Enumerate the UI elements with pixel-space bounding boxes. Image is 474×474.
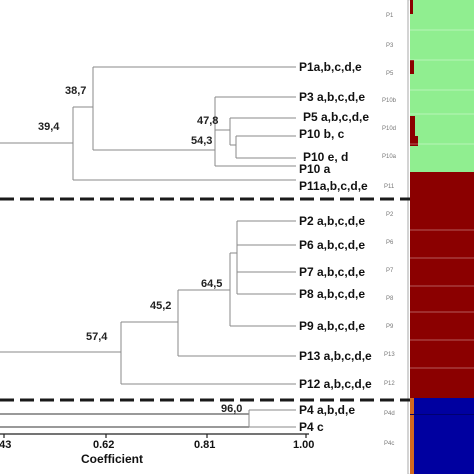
structure-bar: P1 P3 P5 P10b P10d P10a P11 P2 P6 P7 P8 … [382, 0, 474, 474]
pop-label: P10d [382, 126, 396, 132]
leaf-label: P10 b, c [299, 127, 345, 141]
pop-label: P6 [386, 240, 394, 246]
node-value: 96,0 [221, 403, 242, 415]
leaf-label: P3 a,b,c,d,e [299, 90, 365, 104]
pop-label: P3 [386, 43, 394, 49]
leaf-label: P12 a,b,c,d,e [299, 377, 372, 391]
admixture-sliver [410, 136, 418, 146]
pop-label: P11 [384, 184, 395, 190]
pop-label: P8 [386, 296, 394, 302]
admixture-sliver [410, 398, 414, 474]
axis-tick-label: 0.81 [194, 439, 215, 451]
pop-label: P4c [384, 441, 394, 447]
pop-label: P2 [386, 212, 394, 218]
axis-tick-label: 1.00 [293, 439, 314, 451]
leaf-label: P11a,b,c,d,e [299, 179, 368, 193]
pop-label: P12 [384, 381, 395, 387]
node-value: 38,7 [65, 85, 86, 97]
pop-label: P5 [386, 71, 394, 77]
bootstrap-values: 38,7 39,4 47,8 54,3 64,5 45,2 57,4 96,0 [38, 85, 242, 415]
node-value: 57,4 [86, 331, 108, 343]
structure-red-block [410, 172, 474, 398]
admixture-sliver [410, 414, 474, 415]
pop-label: P1 [386, 13, 394, 19]
pop-label: P10b [382, 98, 397, 104]
node-value: 39,4 [38, 121, 60, 133]
pop-label: P13 [384, 352, 395, 358]
leaf-label: P6 a,b,c,d,e [299, 238, 365, 252]
leaf-label: P7 a,b,c,d,e [299, 265, 365, 279]
pop-label: P9 [386, 324, 394, 330]
axis-title: Coefficient [81, 452, 143, 466]
node-value: 64,5 [201, 278, 222, 290]
dendrogram-branches [0, 66, 296, 428]
leaf-label: P4 a,b,d,e [299, 403, 355, 417]
leaf-label: P1a,b,c,d,e [299, 60, 362, 74]
leaf-label: P13 a,b,c,d,e [299, 349, 372, 363]
node-value: 54,3 [191, 135, 212, 147]
axis-tick-label: 0.43 [0, 439, 11, 451]
leaf-label: P4 c [299, 420, 324, 434]
leaf-label: P10 e, d [303, 150, 348, 164]
structure-blue-block [410, 398, 474, 474]
pop-label: P4d [384, 411, 395, 417]
axis-tick-label: 0.62 [93, 439, 114, 451]
admixture-sliver [410, 0, 413, 14]
leaf-label: P10 a [299, 162, 331, 176]
leaf-label: P2 a,b,c,d,e [299, 214, 365, 228]
node-value: 45,2 [150, 300, 171, 312]
pop-label: P7 [386, 268, 394, 274]
leaf-label: P8 a,b,c,d,e [299, 287, 365, 301]
leaf-label: P5 a,b,c,d,e [303, 110, 369, 124]
coefficient-axis: 0.43 0.62 0.81 1.00 Coefficient [0, 433, 314, 466]
admixture-sliver [410, 60, 414, 74]
population-separators [410, 29, 474, 369]
node-value: 47,8 [197, 115, 218, 127]
leaf-labels: P1a,b,c,d,e P3 a,b,c,d,e P5 a,b,c,d,e P1… [299, 60, 372, 434]
admixture-sliver [410, 116, 415, 136]
pop-label: P10a [382, 154, 397, 160]
structure-green-block [410, 0, 474, 172]
leaf-label: P9 a,b,c,d,e [299, 319, 365, 333]
